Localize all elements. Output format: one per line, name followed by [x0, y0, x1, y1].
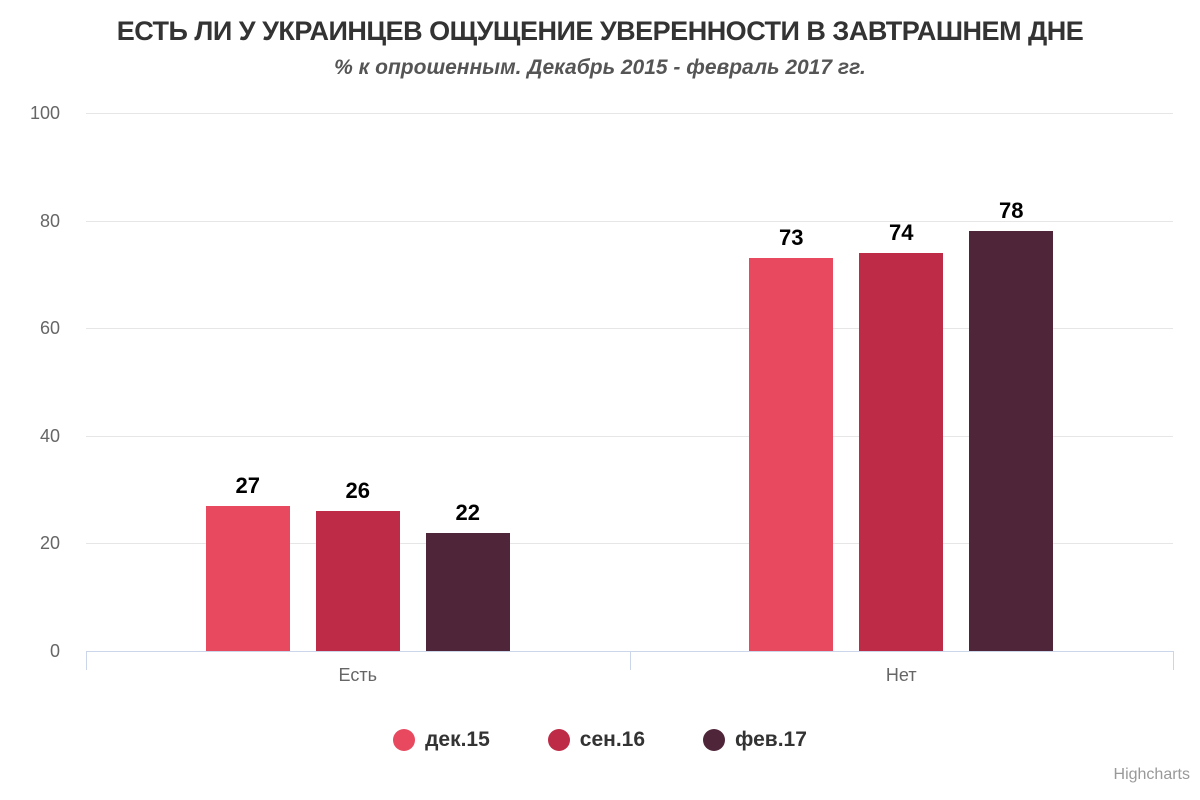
legend-marker-icon [703, 729, 726, 751]
y-axis-label: 20 [39, 533, 60, 554]
legend: дек.15 сен.16 фев.17 [0, 728, 1200, 752]
y-gridline [86, 543, 1173, 545]
bar-value-label: 26 [345, 478, 370, 504]
legend-item-сен.16[interactable]: сен.16 [547, 728, 646, 752]
x-axis-category-label: Нет [885, 665, 917, 685]
bar-value-label: 22 [455, 499, 480, 525]
legend-item-фев.17[interactable]: фев.17 [703, 728, 807, 752]
bar-сен.16-Есть[interactable] [315, 511, 400, 651]
x-axis-tick [629, 651, 631, 670]
x-axis-category-label: Есть [338, 665, 377, 685]
bar-дек.15-Есть[interactable] [205, 505, 290, 651]
bar-фев.17-Есть[interactable] [425, 532, 510, 651]
legend-marker-icon [393, 729, 416, 751]
chart-subtitle: % к опрошенным. Декабрь 2015 - февраль 2… [334, 56, 866, 79]
bar-value-label: 73 [779, 225, 804, 251]
x-axis-tick [86, 651, 87, 670]
bar-value-label: 78 [999, 198, 1024, 224]
y-axis-label: 100 [29, 103, 60, 123]
bar-фев.17-Нет[interactable] [969, 231, 1054, 651]
bar-value-label: 27 [235, 472, 260, 498]
legend-item-дек.15[interactable]: дек.15 [393, 728, 490, 752]
bar-дек.15-Нет[interactable] [749, 258, 834, 651]
y-gridline [86, 435, 1173, 437]
bar-value-label: 74 [889, 219, 914, 245]
y-gridline [86, 113, 1173, 114]
highcharts-credit[interactable]: Highcharts [1113, 766, 1190, 783]
y-gridline [86, 328, 1173, 330]
legend-label: фев.17 [735, 728, 807, 751]
x-axis-tick [1173, 651, 1174, 670]
legend-label: сен.16 [579, 728, 646, 751]
y-gridline [86, 220, 1173, 222]
y-axis-label: 80 [39, 210, 60, 231]
y-axis-label: 0 [49, 641, 60, 661]
bar-сен.16-Нет[interactable] [859, 252, 944, 651]
legend-marker-icon [547, 729, 570, 751]
chart-title: ЕСТЬ ЛИ У УКРАИНЦЕВ ОЩУЩЕНИЕ УВЕРЕННОСТИ… [116, 16, 1084, 46]
legend-label: дек.15 [425, 728, 490, 751]
y-axis-label: 40 [39, 425, 60, 446]
y-axis-label: 60 [39, 318, 60, 339]
